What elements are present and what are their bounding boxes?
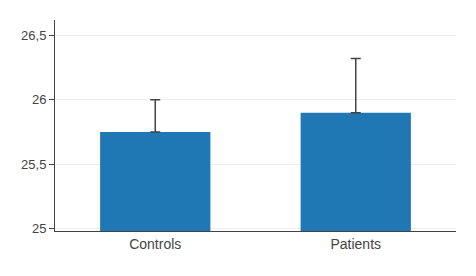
svg-text:26: 26 bbox=[32, 92, 46, 107]
svg-text:26,5: 26,5 bbox=[21, 28, 46, 43]
svg-text:25,5: 25,5 bbox=[21, 157, 46, 172]
svg-text:25: 25 bbox=[32, 221, 46, 236]
svg-text:Controls: Controls bbox=[129, 236, 181, 252]
svg-text:Patients: Patients bbox=[330, 236, 381, 252]
